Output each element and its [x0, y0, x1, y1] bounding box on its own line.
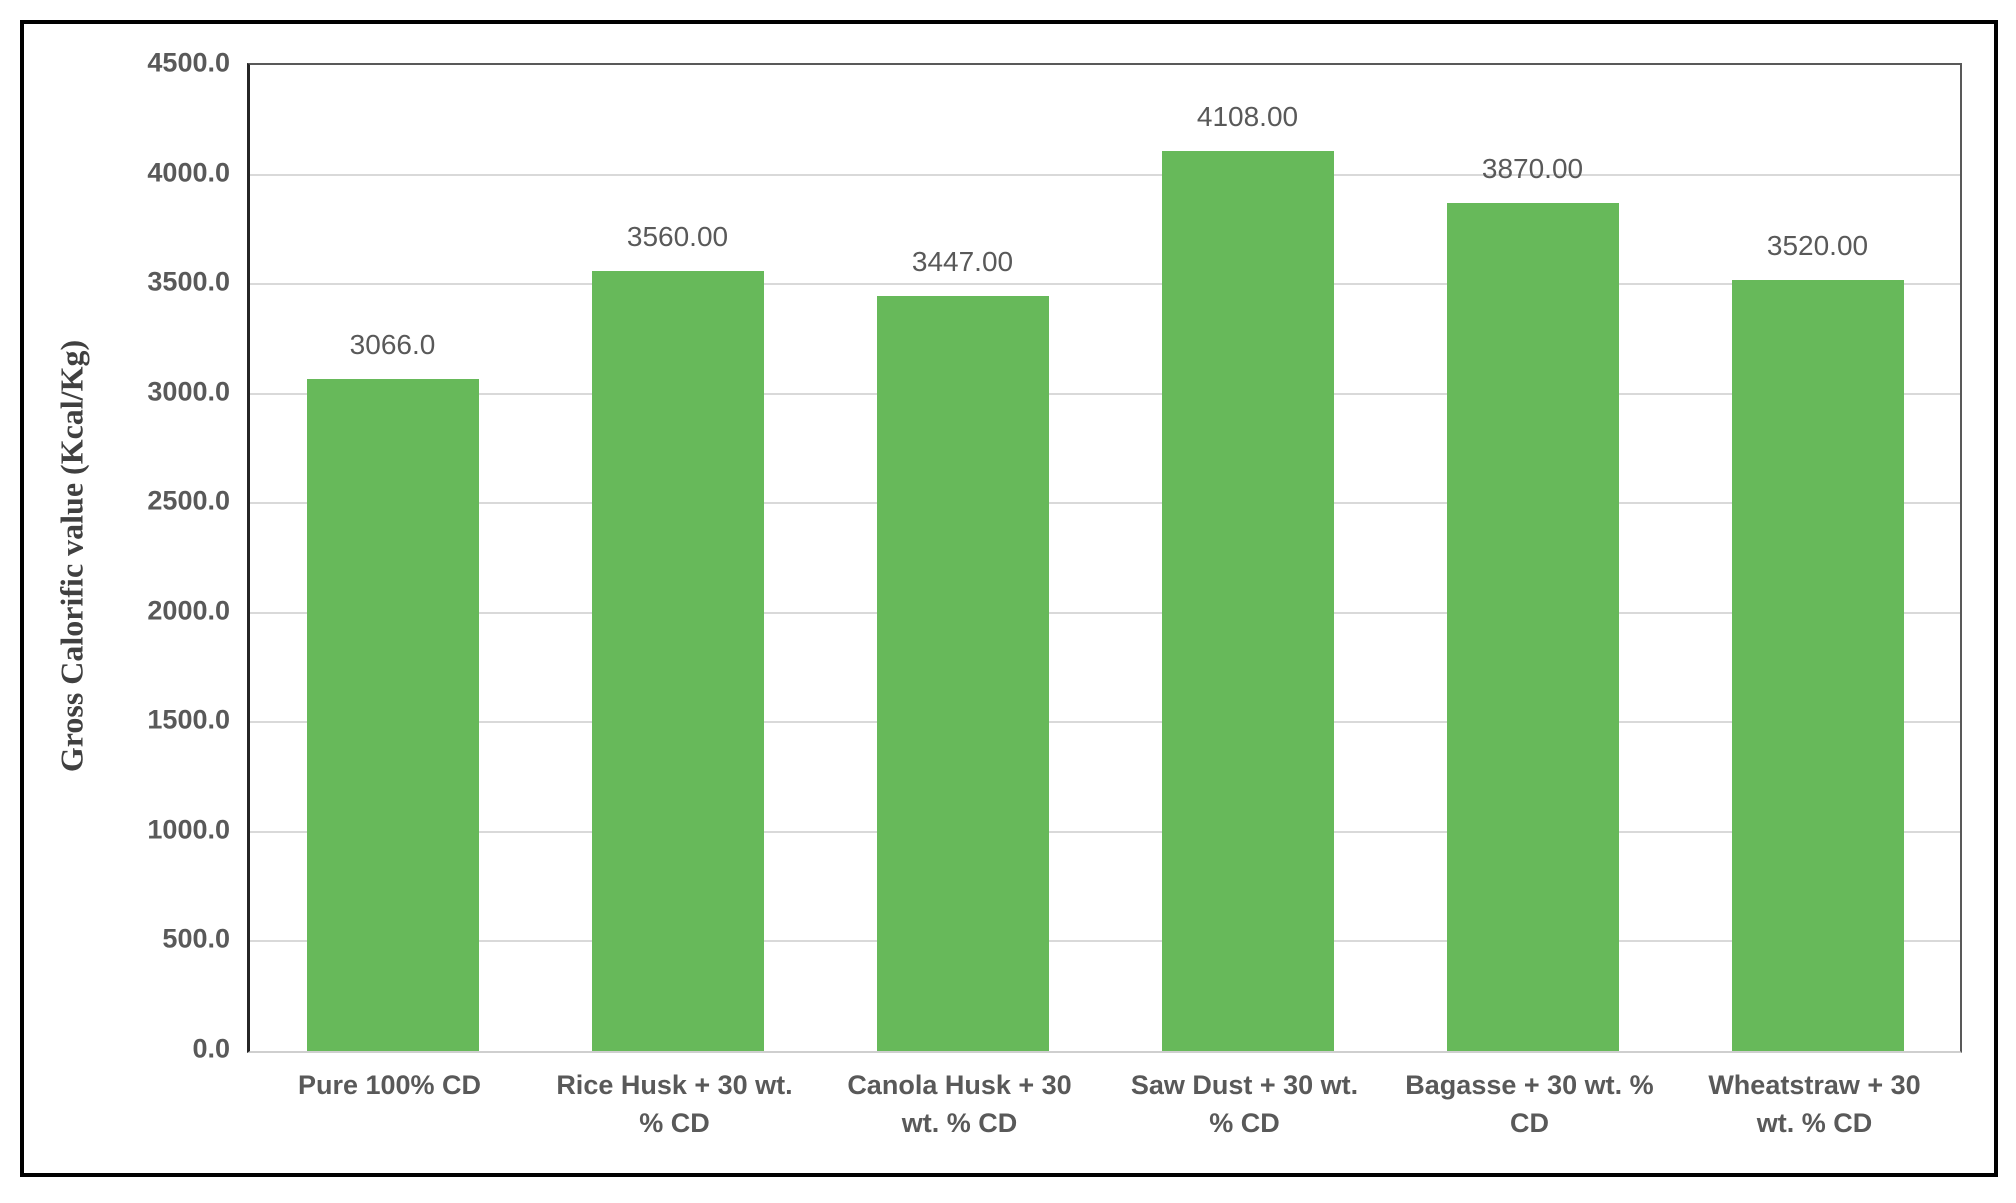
x-category-label: Canola Husk + 30 wt. % CD	[847, 1070, 1072, 1138]
bar-value-label: 3870.00	[1481, 153, 1584, 184]
y-tick-label: 500.0	[162, 923, 230, 954]
bar	[307, 379, 479, 1051]
bar-value-label: 3560.00	[626, 221, 729, 252]
bar	[877, 296, 1049, 1051]
y-tick-label: 2500.0	[147, 485, 230, 516]
y-tick-label: 0.0	[192, 1033, 230, 1064]
x-category-label: Bagasse + 30 wt. % CD	[1405, 1070, 1654, 1138]
gridline	[250, 940, 1960, 942]
x-category-label: Wheatstraw + 30 wt. % CD	[1708, 1070, 1921, 1138]
bar	[1732, 280, 1904, 1051]
gridline	[250, 283, 1960, 285]
y-tick-label: 1500.0	[147, 704, 230, 735]
x-category-label: Pure 100% CD	[297, 1070, 482, 1100]
bar	[1162, 151, 1334, 1051]
gridline	[250, 612, 1960, 614]
gridline	[250, 831, 1960, 833]
x-category-label: Saw Dust + 30 wt. % CD	[1130, 1070, 1359, 1138]
gridline	[250, 502, 1960, 504]
plot-area: 3066.0 3560.00 3447.00 4108.00 3870.00 3520.0…	[247, 63, 1962, 1053]
y-axis: 0.0 500.0 1000.0 1500.0 2000.0 2500.0 3000.0 35…	[0, 48, 230, 1064]
bar-value-label: 3520.00	[1766, 230, 1869, 261]
bar-value-label: 4108.00	[1196, 101, 1299, 132]
y-tick-label: 2000.0	[147, 595, 230, 626]
bar	[1447, 203, 1619, 1051]
bar-value-label: 3447.00	[911, 246, 1014, 277]
y-tick-label: 3500.0	[147, 266, 230, 297]
x-category-label: Rice Husk + 30 wt. % CD	[556, 1070, 793, 1138]
x-axis: Pure 100% CD Rice Husk + 30 wt. % CD Canol…	[247, 1066, 1957, 1166]
gridline	[250, 721, 1960, 723]
bar-value-label: 3066.0	[349, 329, 436, 360]
gridline	[250, 393, 1960, 395]
bar	[592, 271, 764, 1051]
y-tick-label: 1000.0	[147, 814, 230, 845]
y-tick-label: 4000.0	[147, 157, 230, 188]
y-tick-label: 3000.0	[147, 376, 230, 407]
gridline	[250, 174, 1960, 176]
y-tick-label: 4500.0	[147, 47, 230, 78]
